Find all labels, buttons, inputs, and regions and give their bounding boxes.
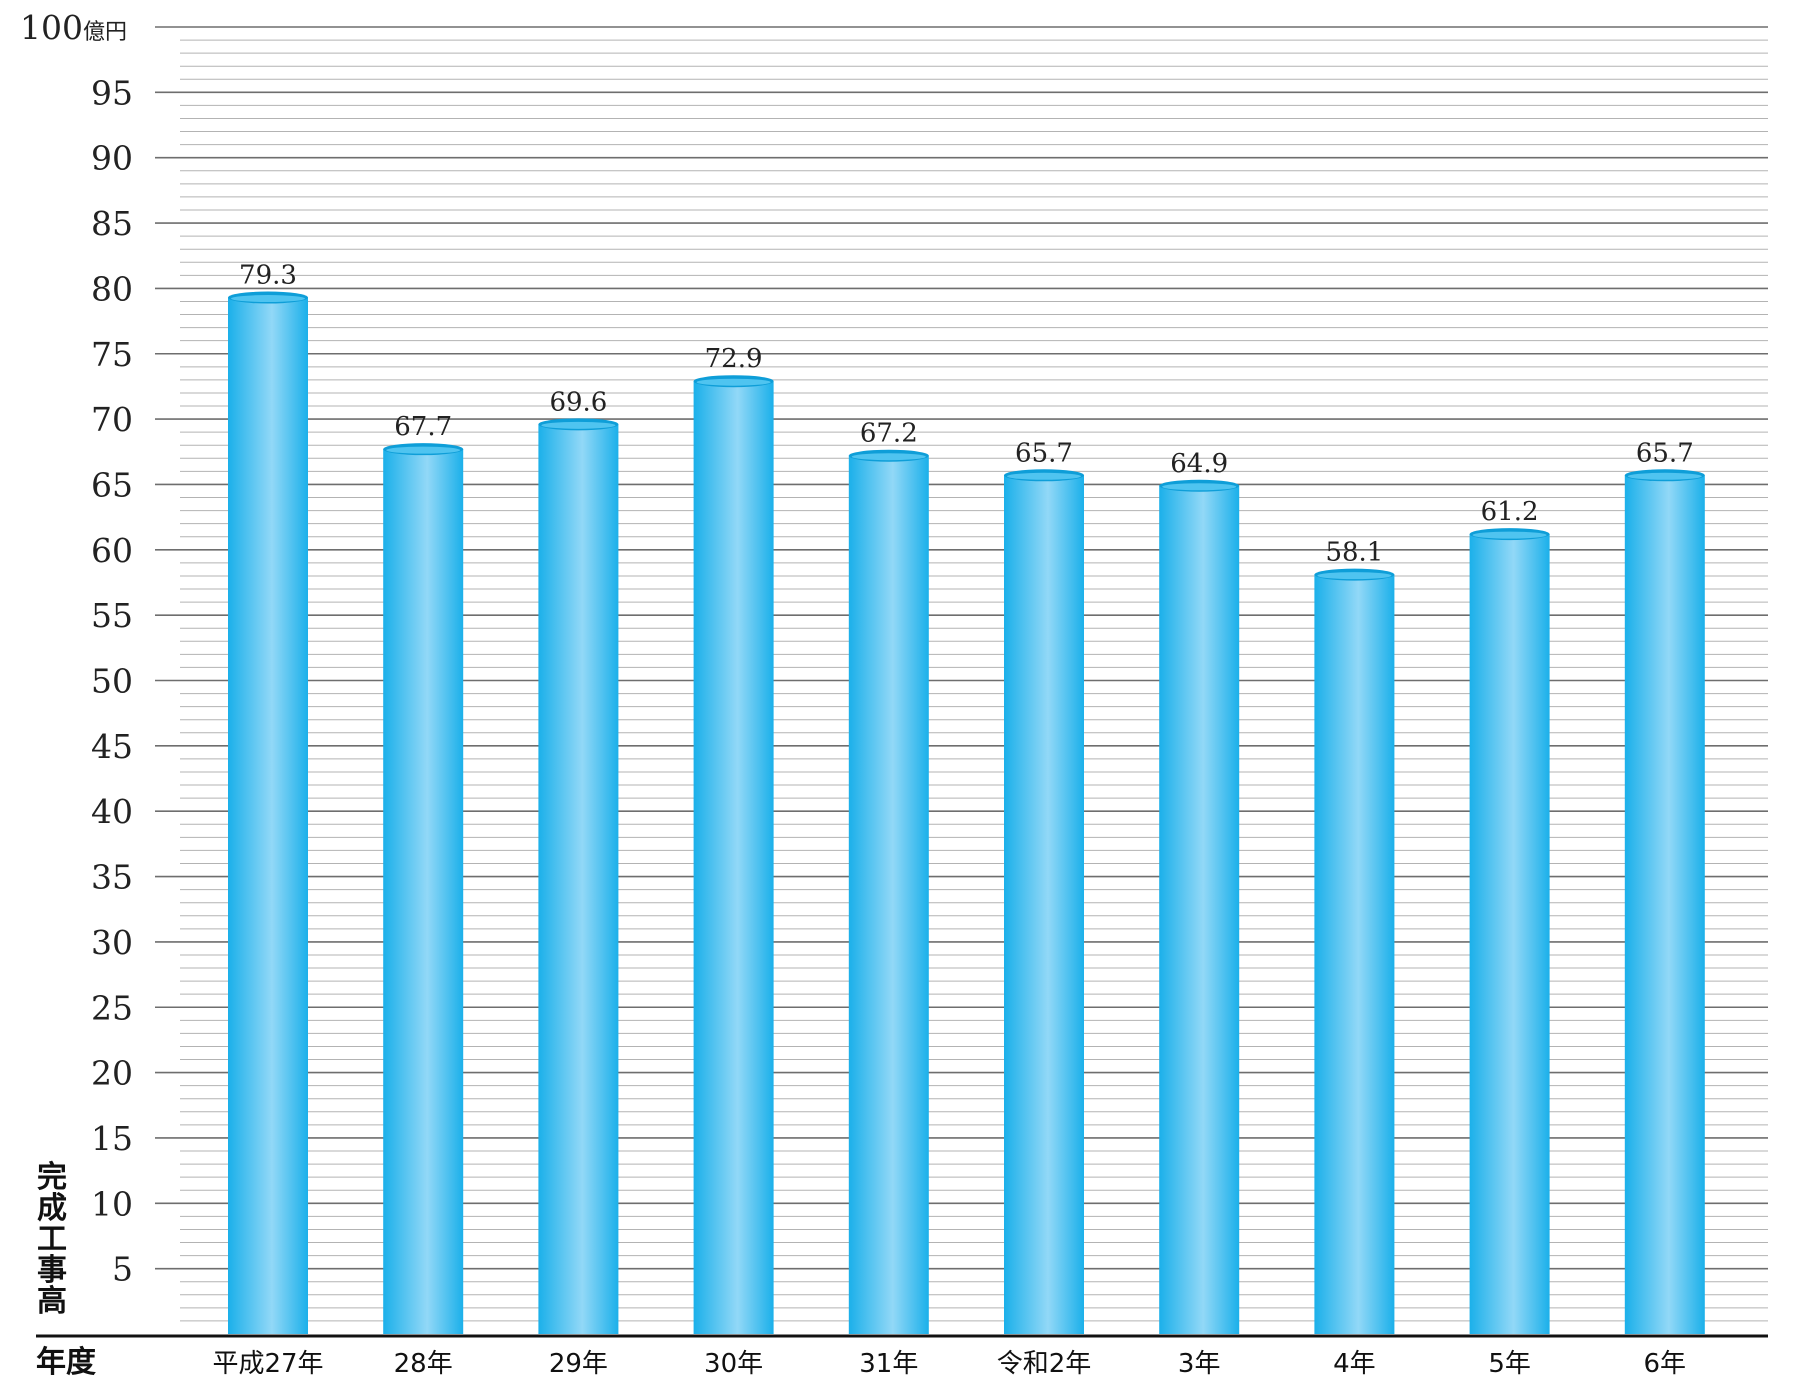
bar xyxy=(1004,469,1084,1334)
bar-body xyxy=(1159,485,1240,1335)
y-tick-label: 65 xyxy=(91,465,133,504)
data-label: 65.7 xyxy=(1636,438,1694,468)
data-label: 61.2 xyxy=(1481,497,1539,527)
data-label: 67.7 xyxy=(394,412,452,442)
x-tick-label: 30年 xyxy=(704,1349,763,1379)
bar xyxy=(538,418,619,1334)
data-label: 69.6 xyxy=(549,387,607,417)
y-tick-label: 75 xyxy=(91,335,133,374)
y-tick-label: 20 xyxy=(91,1054,133,1093)
bar xyxy=(848,449,929,1334)
bar-body xyxy=(383,449,464,1334)
bar xyxy=(1159,479,1240,1335)
bar-cap-highlight xyxy=(696,378,771,386)
bar-cap-highlight xyxy=(231,295,305,303)
x-tick-label: 5年 xyxy=(1488,1349,1531,1379)
bar xyxy=(1469,528,1550,1334)
bar-body xyxy=(228,297,308,1334)
x-tick-label: 31年 xyxy=(859,1349,918,1379)
y-tick-label: 50 xyxy=(91,662,133,701)
y-tick-label: 60 xyxy=(91,531,133,570)
bar xyxy=(1624,469,1705,1334)
y-tick-label: 30 xyxy=(91,923,133,962)
bar-cap-highlight xyxy=(1317,572,1392,580)
bar-cap-highlight xyxy=(1162,483,1237,491)
y-tick-label: 90 xyxy=(91,139,133,178)
bar-body xyxy=(538,424,619,1334)
bar-cap-highlight xyxy=(1007,472,1081,480)
bar xyxy=(1314,568,1395,1334)
y-tick-label: 10 xyxy=(91,1184,133,1223)
bar-body xyxy=(848,455,929,1334)
x-tick-label: 29年 xyxy=(549,1349,608,1379)
data-label: 64.9 xyxy=(1170,449,1228,479)
y-tick-label: 5 xyxy=(112,1250,133,1289)
bar-cap-highlight xyxy=(851,453,926,461)
y-axis-title: 完成工事高 xyxy=(37,1160,67,1319)
y-tick-label: 55 xyxy=(91,596,133,635)
data-label: 79.3 xyxy=(239,261,297,291)
y-axis-unit: 億円 xyxy=(83,20,128,45)
y-tick-label: 35 xyxy=(91,858,133,897)
y-tick-label: 80 xyxy=(91,269,133,308)
data-label: 72.9 xyxy=(705,344,763,374)
y-tick-label: 15 xyxy=(91,1119,133,1158)
bars xyxy=(228,291,1705,1335)
bar-body xyxy=(1469,534,1550,1334)
y-tick-label: 25 xyxy=(91,988,133,1027)
bar-cap-highlight xyxy=(386,446,461,454)
x-tick-label: 6年 xyxy=(1644,1349,1687,1379)
data-label: 67.2 xyxy=(860,419,918,449)
y-axis-top-tick: 100 xyxy=(20,8,83,47)
data-label: 58.1 xyxy=(1325,538,1383,568)
x-tick-label: 3年 xyxy=(1178,1349,1221,1379)
y-tick-label: 95 xyxy=(91,73,133,112)
x-axis-title: 年度 xyxy=(36,1345,96,1380)
x-tick-label: 平成27年 xyxy=(212,1349,323,1379)
y-tick-label: 85 xyxy=(91,204,133,243)
y-tick-label: 40 xyxy=(91,792,133,831)
y-axis-ticks: 5 10 15 20 25 30 35 40 45 50 55 60 65 70 75 80 85 90 95 xyxy=(91,73,133,1288)
data-labels: 79.3 67.7 69.6 72.9 67.2 65.7 64.9 58.1 61.2 65.7 xyxy=(239,261,1694,568)
bar-body xyxy=(1004,475,1084,1334)
x-tick-label: 令和2年 xyxy=(997,1349,1092,1379)
bar-body xyxy=(1314,574,1395,1334)
bar xyxy=(228,291,308,1334)
bar-cap-highlight xyxy=(1472,531,1547,539)
y-axis-unit-label: 100億円 xyxy=(20,8,127,47)
data-label: 65.7 xyxy=(1015,438,1073,468)
bar-cap-highlight xyxy=(541,421,616,429)
bar-cap-highlight xyxy=(1627,472,1702,480)
x-tick-label: 28年 xyxy=(394,1349,453,1379)
y-tick-label: 45 xyxy=(91,727,133,766)
bar xyxy=(693,375,774,1334)
bar-body xyxy=(693,381,774,1334)
y-tick-label: 70 xyxy=(91,400,133,439)
x-axis-categories: 平成27年 28年 29年 30年 31年 令和2年 3年 4年 5年 6年 xyxy=(212,1349,1686,1379)
x-tick-label: 4年 xyxy=(1333,1349,1376,1379)
bar-body xyxy=(1624,475,1705,1334)
bar xyxy=(383,443,464,1334)
